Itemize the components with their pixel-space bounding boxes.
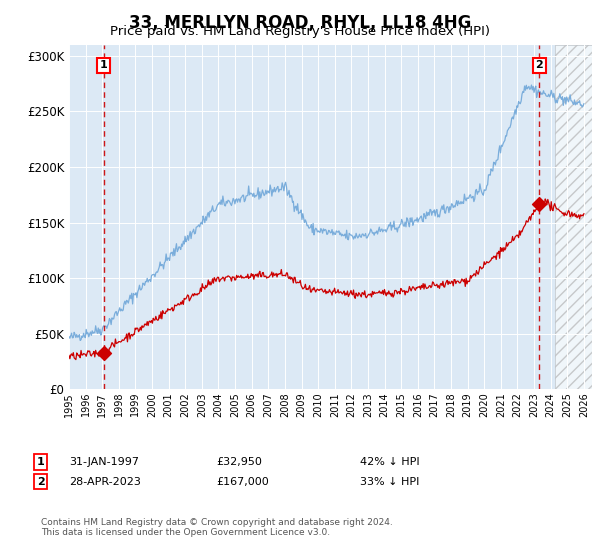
- Text: 33, MERLLYN ROAD, RHYL, LL18 4HG: 33, MERLLYN ROAD, RHYL, LL18 4HG: [129, 14, 471, 32]
- Text: 42% ↓ HPI: 42% ↓ HPI: [360, 457, 419, 467]
- Text: 28-APR-2023: 28-APR-2023: [69, 477, 141, 487]
- Text: 2: 2: [536, 60, 543, 71]
- Text: 31-JAN-1997: 31-JAN-1997: [69, 457, 139, 467]
- Text: 33% ↓ HPI: 33% ↓ HPI: [360, 477, 419, 487]
- Text: 1: 1: [100, 60, 107, 71]
- Text: £32,950: £32,950: [216, 457, 262, 467]
- Text: Contains HM Land Registry data © Crown copyright and database right 2024.
This d: Contains HM Land Registry data © Crown c…: [41, 518, 392, 538]
- Text: Price paid vs. HM Land Registry's House Price Index (HPI): Price paid vs. HM Land Registry's House …: [110, 25, 490, 38]
- Point: [99, 348, 109, 357]
- Text: 1: 1: [37, 457, 44, 467]
- Point: [535, 199, 544, 208]
- Text: £167,000: £167,000: [216, 477, 269, 487]
- Text: 2: 2: [37, 477, 44, 487]
